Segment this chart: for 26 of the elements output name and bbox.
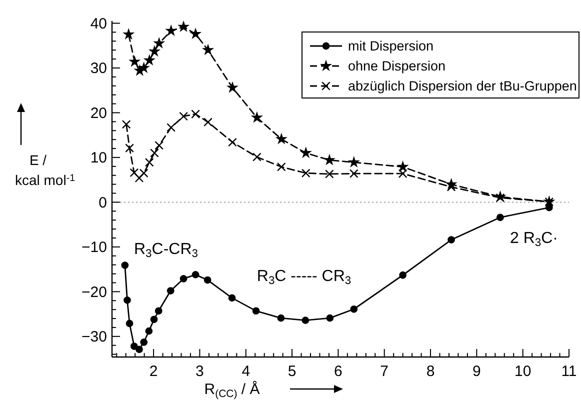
y-axis-title: E / kcal mol$^{-1}$	[14, 152, 76, 188]
annotation: 2 R$_{3}$C·	[510, 230, 558, 250]
x-tick-label: 2	[149, 363, 158, 380]
x-tick-label: 8	[426, 363, 435, 380]
y-tick-label: −10	[82, 239, 107, 256]
y-tick-label: 40	[90, 15, 107, 32]
x-tick-label: 4	[242, 363, 250, 380]
y-tick-label: 10	[90, 150, 107, 167]
x-tick-label: 9	[472, 363, 481, 380]
y-tick-label: −30	[82, 328, 107, 346]
annotation: R$_{3}$C-CR$_{3}$	[134, 241, 198, 260]
x-axis-title: R$_{(CC)}$ / Å	[204, 380, 260, 400]
legend-label: abzüglich Dispersion der tBu-Gruppen	[348, 78, 577, 94]
legend-label: mit Dispersion	[348, 38, 434, 54]
y-tick-label: 20	[90, 104, 107, 122]
x-tick-label: 10	[514, 363, 532, 380]
x-tick-label: 6	[334, 363, 342, 380]
x-tick-label: 3	[196, 363, 204, 380]
y-tick-label: −20	[82, 284, 107, 301]
x-tick-label: 5	[288, 363, 296, 380]
x-tick-label: 11	[561, 363, 577, 380]
annotation: R$_{3}$C ----- CR$_{3}$	[256, 268, 352, 288]
x-tick-label: 7	[380, 363, 389, 380]
legend-label: ohne Dispersion	[348, 58, 446, 74]
y-tick-label: 0	[98, 194, 107, 212]
y-tick-label: 30	[90, 60, 107, 78]
